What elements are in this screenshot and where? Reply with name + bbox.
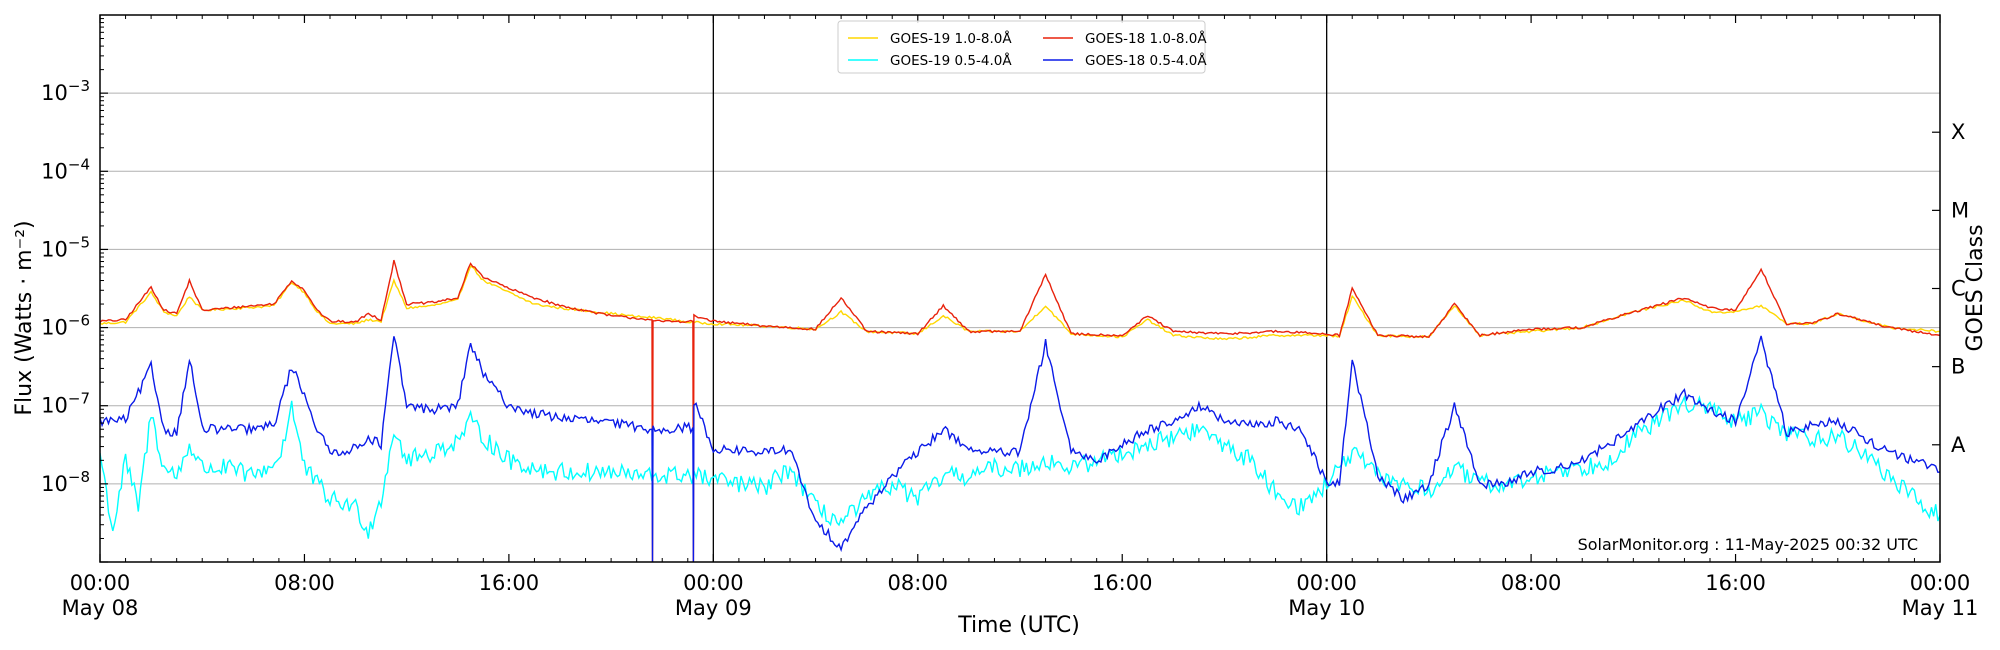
goes-class-label: C (1951, 277, 1966, 301)
series-line (100, 335, 1940, 562)
axis-ticks (99, 15, 1941, 563)
day-boundary-lines (712, 15, 1328, 562)
goes-class-label: X (1951, 120, 1965, 144)
x-tick-label: 16:00 (1705, 571, 1766, 595)
x-tick-label: 00:00 (70, 571, 131, 595)
x-axis-title: Time (UTC) (957, 613, 1080, 638)
legend: GOES-19 1.0-8.0Å GOES-19 0.5-4.0Å GOES-18 … (837, 20, 1207, 74)
x-tick-sublabel: May 11 (1902, 596, 1979, 620)
series-line (100, 259, 1940, 562)
legend-box (837, 20, 1206, 74)
x-tick-label: 08:00 (888, 571, 949, 595)
y-tick-label: 10−6 (41, 312, 90, 340)
x-tick-label: 00:00 (683, 571, 744, 595)
legend-label: GOES-18 0.5-4.0Å (1085, 52, 1207, 69)
x-tick-label: 08:00 (274, 571, 335, 595)
legend-label: GOES-19 1.0-8.0Å (890, 30, 1012, 47)
goes-class-label: M (1951, 198, 1969, 222)
y-axis-title: Flux (Watts · m⁻²) (12, 220, 37, 415)
credit-label: SolarMonitor.org : 11-May-2025 00:32 UTC (1578, 535, 1918, 554)
x-tick-label: 00:00 (1296, 571, 1357, 595)
legend-label: GOES-18 1.0-8.0Å (1085, 30, 1207, 47)
goes-class-labels: A B C M X (1951, 120, 1969, 457)
y-tick-labels: 10−810−710−610−510−410−3 (41, 77, 90, 496)
legend-label: GOES-19 0.5-4.0Å (890, 52, 1012, 69)
x-tick-label: 16:00 (1092, 571, 1153, 595)
y-tick-label: 10−5 (41, 233, 90, 261)
x-tick-sublabel: May 08 (62, 596, 139, 620)
x-tick-label: 08:00 (1501, 571, 1562, 595)
y2-axis-title: GOES Class (1963, 224, 1988, 351)
data-series (100, 259, 1940, 562)
x-tick-label: 00:00 (1910, 571, 1971, 595)
x-tick-sublabel: May 09 (675, 596, 752, 620)
goes-class-label: A (1951, 433, 1966, 457)
goes-class-label: B (1951, 355, 1965, 379)
x-tick-sublabel: May 10 (1288, 596, 1365, 620)
x-tick-label: 16:00 (479, 571, 540, 595)
